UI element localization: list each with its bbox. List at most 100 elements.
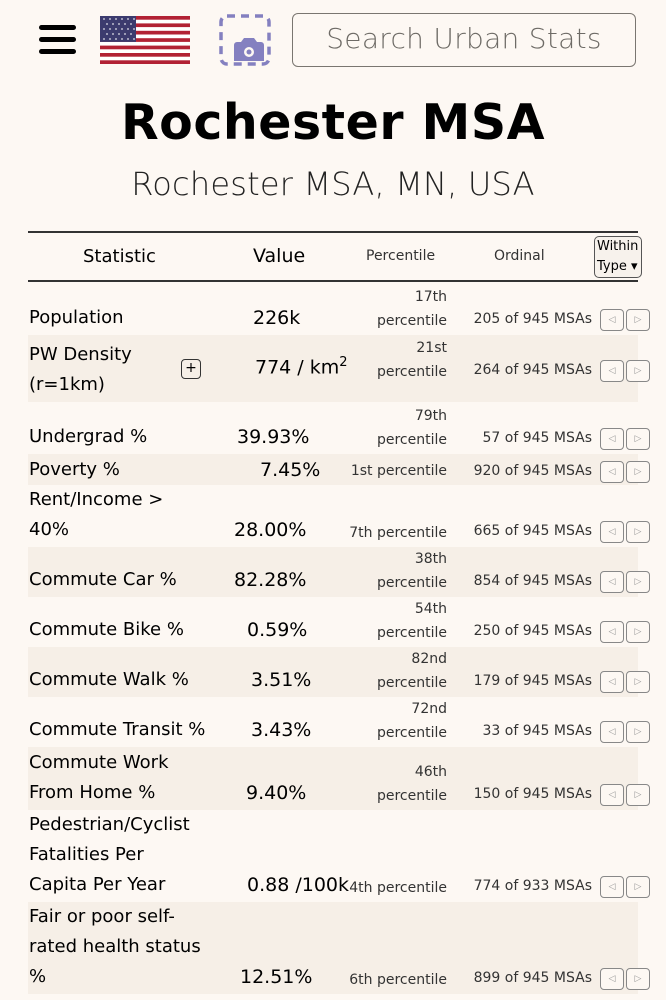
stat-ordinal: 57 of 945 MSAs	[482, 430, 592, 446]
type-label: Type ▾	[597, 259, 638, 274]
expand-button[interactable]: +	[181, 359, 201, 379]
prev-button[interactable]: ◁	[600, 876, 624, 898]
header-value: Value	[253, 245, 306, 267]
prev-button[interactable]: ◁	[600, 621, 624, 643]
stat-ordinal: 774 of 933 MSAs	[473, 878, 592, 894]
next-button[interactable]: ▷	[626, 428, 650, 450]
stat-value: 774 / km2	[255, 354, 348, 378]
next-button[interactable]: ▷	[626, 461, 650, 483]
prev-button[interactable]: ◁	[600, 428, 624, 450]
table-header: Statistic Value Percentile Ordinal Withi…	[28, 231, 642, 282]
stat-ordinal: 665 of 945 MSAs	[473, 523, 592, 539]
stat-name[interactable]: Commute Car %	[29, 569, 177, 590]
stat-ordinal: 899 of 945 MSAs	[473, 970, 592, 986]
prev-button[interactable]: ◁	[600, 521, 624, 543]
stat-percentile: 4th percentile	[349, 880, 447, 896]
stat-percentile: 21st percentile	[376, 340, 447, 380]
stat-percentile: 17th percentile	[376, 289, 447, 329]
stat-value: 12.51%	[240, 966, 313, 988]
table-row: Commute Walk % 3.51% 82nd percentile 179 …	[28, 647, 650, 697]
stat-name[interactable]: Pedestrian/Cyclist Fatalities Per Capita P…	[29, 814, 190, 895]
stat-value: 28.00%	[234, 519, 307, 541]
stat-percentile: 1st percentile	[350, 463, 447, 479]
next-button[interactable]: ▷	[626, 621, 650, 643]
stat-name[interactable]: Commute Transit %	[29, 719, 206, 740]
table-row: Pedestrian/Cyclist Fatalities Per Capita P…	[28, 810, 650, 902]
stat-percentile: 7th percentile	[349, 525, 447, 541]
hamburger-menu-icon[interactable]	[39, 25, 76, 55]
stat-percentile: 46th percentile	[376, 764, 447, 804]
stat-percentile: 38th percentile	[376, 551, 447, 591]
within-type-dropdown[interactable]: Within Type ▾	[594, 236, 642, 278]
next-button[interactable]: ▷	[626, 571, 650, 593]
table-row: Fair or poor self-rated health status% 1…	[28, 902, 650, 994]
stat-percentile: 79th percentile	[376, 408, 447, 448]
stat-name[interactable]: Poverty %	[29, 459, 120, 480]
header-statistic: Statistic	[83, 246, 156, 267]
stat-value: 7.45%	[260, 459, 321, 481]
stat-name[interactable]: Commute Bike %	[29, 619, 184, 640]
page-title: Rochester MSA	[120, 94, 546, 151]
table-row: Commute Car % 82.28% 38th percentile 854 …	[28, 547, 650, 597]
stat-ordinal: 920 of 945 MSAs	[473, 463, 592, 479]
stat-ordinal: 179 of 945 MSAs	[473, 673, 592, 689]
stat-percentile: 6th percentile	[349, 972, 447, 988]
prev-button[interactable]: ◁	[600, 309, 624, 331]
table-row: Commute Work From Home % 9.40% 46th percen…	[28, 747, 650, 810]
table-row: Undergrad % 39.93% 79th percentile 57 of …	[28, 402, 650, 454]
next-button[interactable]: ▷	[626, 360, 650, 382]
search-input[interactable]: Search Urban Stats	[292, 13, 636, 67]
prev-button[interactable]: ◁	[600, 784, 624, 806]
table-row: Commute Transit % 3.43% 72nd percentile 3…	[28, 697, 650, 747]
page-subtitle: Rochester MSA, MN, USA	[131, 165, 535, 203]
stat-name[interactable]: PW Density (r=1km)	[29, 344, 132, 395]
stat-ordinal: 33 of 945 MSAs	[482, 723, 592, 739]
table-row: PW Density (r=1km) + 774 / km2 21st percen…	[28, 335, 650, 402]
next-button[interactable]: ▷	[626, 876, 650, 898]
stat-value: 9.40%	[246, 782, 307, 804]
next-button[interactable]: ▷	[626, 968, 650, 990]
stat-name[interactable]: Fair or poor self-rated health status%	[29, 906, 201, 987]
stat-value: 226k	[253, 307, 301, 329]
next-button[interactable]: ▷	[626, 309, 650, 331]
prev-button[interactable]: ◁	[600, 461, 624, 483]
next-button[interactable]: ▷	[626, 721, 650, 743]
stat-name[interactable]: Rent/Income >40%	[29, 489, 164, 540]
stat-ordinal: 150 of 945 MSAs	[473, 786, 592, 802]
stat-ordinal: 854 of 945 MSAs	[473, 573, 592, 589]
table-row: Rent/Income >40% 28.00% 7th percentile 6…	[28, 485, 650, 547]
table-row: Poverty % 7.45% 1st percentile 920 of 94…	[28, 454, 650, 485]
stat-percentile: 72nd percentile	[376, 701, 447, 741]
stat-value: 0.88 /100k	[247, 874, 350, 896]
next-button[interactable]: ▷	[626, 521, 650, 543]
stat-value: 0.59%	[247, 619, 308, 641]
table-row: Commute Bike % 0.59% 54th percentile 250 …	[28, 597, 650, 647]
prev-button[interactable]: ◁	[600, 360, 624, 382]
prev-button[interactable]: ◁	[600, 671, 624, 693]
stat-percentile: 82nd percentile	[376, 651, 447, 691]
stat-name[interactable]: Commute Walk %	[29, 669, 189, 690]
stat-ordinal: 264 of 945 MSAs	[473, 362, 592, 378]
stat-value: 3.43%	[251, 719, 312, 741]
us-flag-icon[interactable]	[100, 16, 190, 64]
header-percentile: Percentile	[366, 248, 436, 264]
top-bar: Search Urban Stats	[0, 0, 666, 80]
header-ordinal: Ordinal	[494, 248, 545, 264]
stat-percentile: 54th percentile	[376, 601, 447, 641]
next-button[interactable]: ▷	[626, 671, 650, 693]
within-label: Within	[597, 239, 639, 254]
stat-name[interactable]: Commute Work From Home %	[29, 752, 169, 803]
prev-button[interactable]: ◁	[600, 968, 624, 990]
stat-value: 39.93%	[237, 426, 310, 448]
stat-name[interactable]: Undergrad %	[29, 426, 148, 447]
next-button[interactable]: ▷	[626, 784, 650, 806]
prev-button[interactable]: ◁	[600, 571, 624, 593]
stat-value: 3.51%	[251, 669, 312, 691]
stat-ordinal: 205 of 945 MSAs	[473, 311, 592, 327]
stat-name[interactable]: Population	[29, 307, 124, 328]
statistics-table: Statistic Value Percentile Ordinal Withi…	[28, 231, 650, 994]
prev-button[interactable]: ◁	[600, 721, 624, 743]
camera-icon[interactable]	[219, 14, 271, 66]
table-row: Population 226k 17th percentile 205 of 94…	[28, 282, 650, 335]
stat-value: 82.28%	[234, 569, 307, 591]
